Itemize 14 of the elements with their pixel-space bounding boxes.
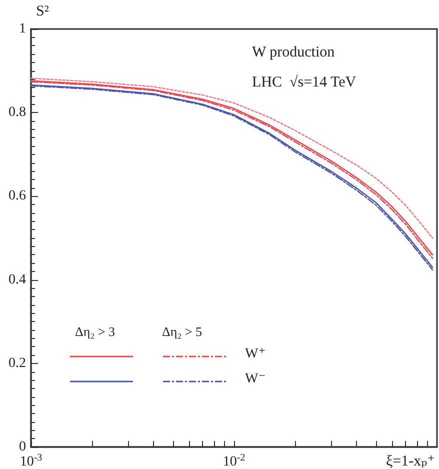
annotation: W⁺ [245,346,266,362]
y-tick-label: 0.6 [8,188,26,204]
annotation: LHC √s=14 TeV [252,74,356,90]
y-axis-title: S² [36,4,50,20]
y-tick-label: 0.8 [8,105,26,120]
y-tick-label: 1 [19,22,26,36]
annotation: W production [252,44,336,60]
y-tick-label: 0.4 [8,272,26,288]
annotation: Δη₂ > 5 [162,324,202,339]
annotation: W⁻ [245,372,266,386]
y-tick-label: 0.2 [8,356,26,371]
annotation: Δη₂ > 3 [75,324,116,339]
y-tick-label: 0 [19,440,26,454]
x-axis-title: ξ=1-xₚ⁺ [386,454,436,469]
